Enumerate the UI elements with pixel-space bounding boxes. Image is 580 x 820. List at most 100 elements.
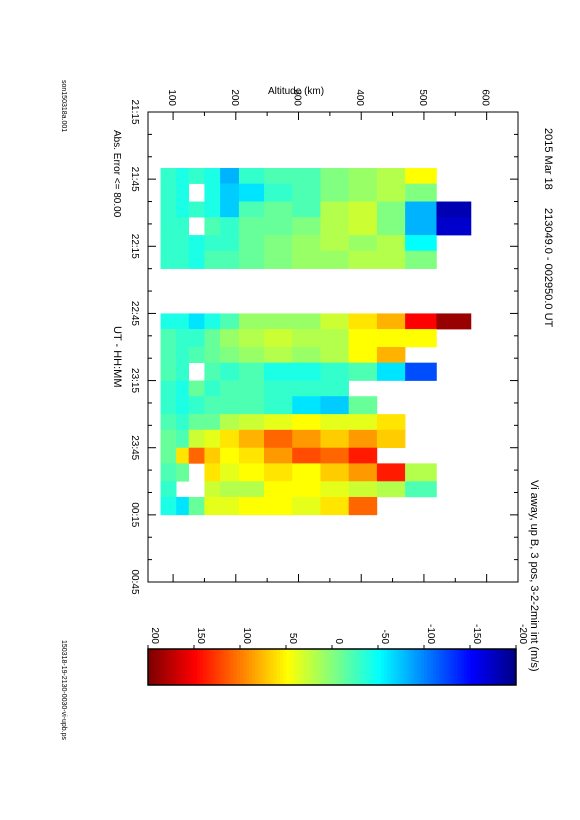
heatmap-cell (204, 380, 221, 397)
heatmap-cell (188, 380, 205, 397)
heatmap-cell (376, 463, 406, 482)
heatmap-cell (264, 362, 293, 381)
heatmap-cell (376, 347, 406, 363)
colorbar-segment (215, 649, 220, 685)
heatmap-cell (204, 463, 221, 482)
heatmap-cell (405, 235, 437, 252)
heatmap-cell (176, 250, 190, 269)
heatmap-cell (204, 362, 221, 381)
heatmap-cell (320, 167, 349, 184)
heatmap-cell (292, 167, 321, 184)
colorbar-segment (289, 649, 293, 685)
x-tick-label: 21:15 (129, 99, 140, 124)
heatmap-cell (176, 396, 190, 415)
colorbar-segment (190, 649, 195, 685)
heatmap-cell (320, 463, 349, 482)
colorbar-segment (417, 649, 422, 685)
colorbar-segment (270, 649, 275, 685)
heatmap-cell (204, 250, 221, 269)
heatmap-cell (292, 463, 321, 482)
colorbar-segment (347, 649, 351, 685)
heatmap-cell (238, 201, 265, 218)
heatmap-cell (348, 313, 378, 330)
colorbar-segment (488, 649, 492, 685)
heatmap-cell (405, 250, 437, 269)
header-time-range: 213049.0 - 002950.0 UT (542, 208, 554, 328)
header-date: 2015 Mar 18 (542, 128, 554, 190)
heatmap-cell (264, 250, 293, 269)
colorbar-ticks: -200 -150 -100 -50 0 50 100 150 200 (147, 624, 528, 649)
colorbar-segment (476, 649, 480, 685)
heatmap-cell (376, 250, 406, 269)
colorbar-segment (350, 649, 354, 685)
heatmap-cell (238, 463, 265, 482)
file-label-left: son150318a.001 (60, 80, 67, 132)
heatmap-cell (238, 414, 265, 431)
heatmap-cell (204, 217, 221, 236)
heatmap-cell (238, 396, 265, 415)
colorbar-segment (236, 649, 241, 685)
colorbar-segment (197, 649, 201, 685)
heatmap-cell (238, 217, 265, 236)
heatmap-cell (188, 496, 205, 516)
colorbar-segment (276, 649, 281, 685)
colorbar-segment (304, 649, 308, 685)
x-tick-label: 22:15 (129, 234, 140, 259)
heatmap-cell (292, 429, 321, 449)
colorbar-segment (212, 649, 216, 685)
heatmap-cell (204, 201, 221, 218)
heatmap-cell (376, 217, 406, 236)
heatmap-cell (160, 329, 177, 348)
heatmap-cell (238, 183, 265, 202)
heatmap-cell (264, 313, 293, 330)
colorbar-segment (436, 649, 440, 685)
heatmap-cell (238, 362, 265, 381)
y-tick-label: 100 (166, 89, 177, 106)
heatmap-cell (188, 329, 205, 348)
heatmap-cell (264, 380, 293, 397)
heatmap-cell (264, 429, 293, 449)
colorbar-segment (169, 649, 174, 685)
colorbar-segment (353, 649, 358, 685)
heatmap-cell (204, 329, 221, 348)
colorbar-segment (430, 649, 434, 685)
colorbar-segment (482, 649, 486, 685)
heatmap-cell (264, 414, 293, 431)
heatmap-cell (220, 463, 240, 482)
colorbar-tick-label: 150 (195, 627, 206, 644)
colorbar-segment (390, 649, 394, 685)
heatmap-cell (436, 201, 472, 218)
heatmap-cell (264, 183, 293, 202)
colorbar-segment (172, 649, 177, 685)
heatmap-cell (204, 447, 221, 464)
heatmap-cell (220, 329, 240, 348)
heatmap-cell (292, 347, 321, 363)
heatmap-cell (320, 329, 349, 348)
heatmap-cell (348, 347, 378, 363)
colorbar-segment (396, 649, 400, 685)
heatmap-cell (204, 396, 221, 415)
heatmap-cell (320, 396, 349, 415)
colorbar-segment (365, 649, 370, 685)
heatmap-cell (220, 414, 240, 431)
heatmap-cell (176, 429, 190, 449)
heatmap-cell (238, 313, 265, 330)
heatmap-cell (220, 167, 240, 184)
colorbar-segment (267, 649, 272, 685)
colorbar-segment (200, 649, 204, 685)
heatmap-cell (292, 447, 321, 464)
colorbar-segment (424, 649, 428, 685)
heatmap-cell (348, 463, 378, 482)
colorbar-segment (295, 649, 299, 685)
heatmap-cell (160, 447, 177, 464)
heatmap-cell (292, 380, 321, 397)
heatmap-cell (204, 481, 221, 498)
heatmap-cell (264, 447, 293, 464)
y-tick-label: 200 (229, 89, 240, 106)
heatmap-cell (238, 167, 265, 184)
colorbar-segment (500, 649, 505, 685)
heatmap-cell (348, 250, 378, 269)
heatmap-cell (204, 347, 221, 363)
heatmap-cell (376, 183, 406, 202)
colorbar-segment (384, 649, 388, 685)
